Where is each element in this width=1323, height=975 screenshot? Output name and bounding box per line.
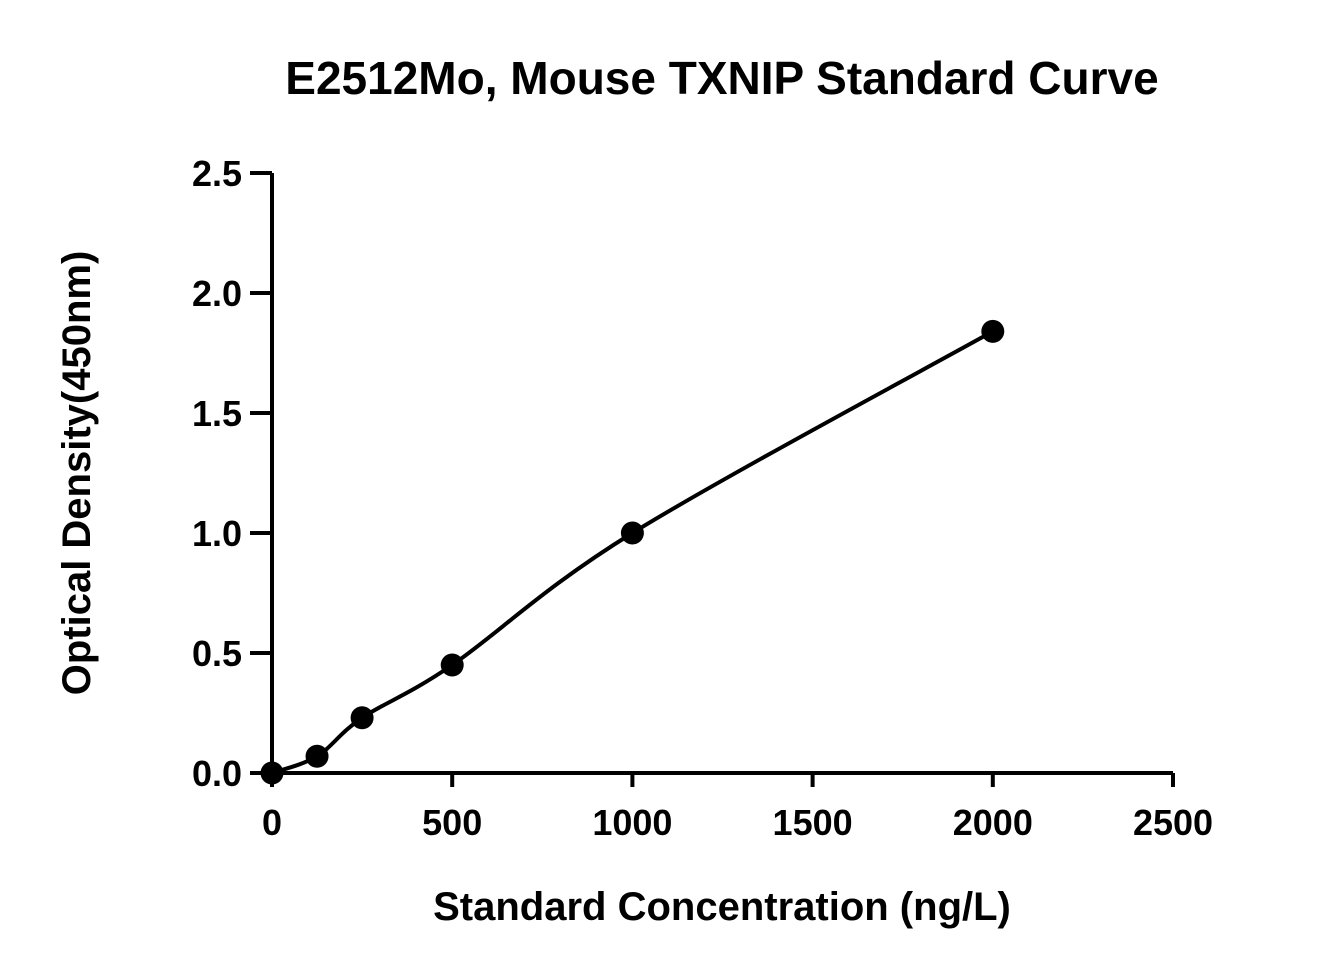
y-tick-label: 0.0 bbox=[192, 753, 242, 794]
x-tick-label: 2000 bbox=[953, 802, 1033, 843]
data-point bbox=[260, 761, 284, 785]
data-point bbox=[440, 653, 464, 677]
data-point bbox=[350, 706, 374, 730]
y-tick-label: 0.5 bbox=[192, 633, 242, 674]
tick-labels: 0 500 1000 1500 2000 2500 0.0 0.5 1.0 1.5 2.0 2.5 bbox=[192, 153, 1213, 843]
data-points bbox=[260, 319, 1005, 785]
x-tick-label: 500 bbox=[422, 802, 482, 843]
x-tick-label: 2500 bbox=[1133, 802, 1213, 843]
axes bbox=[270, 173, 1173, 775]
data-point bbox=[981, 319, 1005, 343]
y-tick-label: 1.0 bbox=[192, 513, 242, 554]
y-tick-label: 1.5 bbox=[192, 393, 242, 434]
y-axis-label: Optical Density(450nm) bbox=[55, 251, 99, 696]
fit-curve bbox=[271, 329, 994, 775]
ticks bbox=[250, 171, 1175, 787]
x-tick-label: 1500 bbox=[773, 802, 853, 843]
y-tick-label: 2.0 bbox=[192, 273, 242, 314]
y-tick-label: 2.5 bbox=[192, 153, 242, 194]
x-tick-label: 0 bbox=[262, 802, 282, 843]
x-axis-label: Standard Concentration (ng/L) bbox=[433, 885, 1011, 929]
data-point bbox=[620, 521, 644, 545]
x-tick-label: 1000 bbox=[592, 802, 672, 843]
data-point bbox=[305, 744, 329, 768]
chart-title: E2512Mo, Mouse TXNIP Standard Curve bbox=[285, 52, 1158, 104]
